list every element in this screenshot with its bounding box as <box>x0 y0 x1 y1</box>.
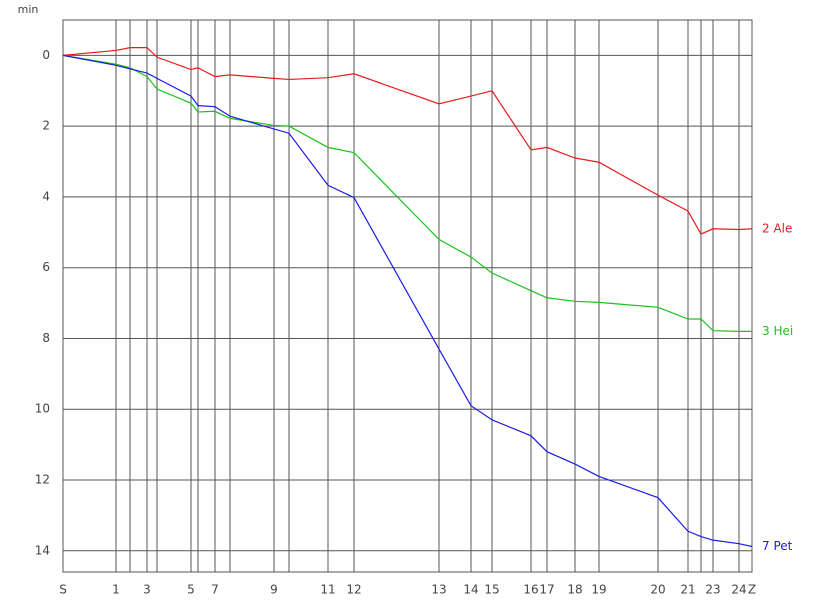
y-tick-label: 14 <box>35 543 50 557</box>
x-tick-label: 9 <box>270 583 278 597</box>
x-tick-label: 1 <box>112 583 120 597</box>
x-tick-label: Z <box>748 583 756 597</box>
x-tick-label: 18 <box>567 583 582 597</box>
x-tick-label: 12 <box>346 583 361 597</box>
x-tick-label: 16 <box>523 583 538 597</box>
y-tick-label: 8 <box>42 331 50 345</box>
y-tick-label: 12 <box>35 473 50 487</box>
x-tick-label: 13 <box>431 583 446 597</box>
series-label: 7 Pet <box>762 539 793 553</box>
x-tick-label: S <box>59 583 67 597</box>
x-tick-label: 14 <box>463 583 478 597</box>
x-tick-label: 11 <box>320 583 335 597</box>
x-tick-label: 17 <box>539 583 554 597</box>
x-tick-label: 7 <box>211 583 219 597</box>
y-tick-label: 10 <box>35 402 50 416</box>
x-tick-label: 3 <box>143 583 151 597</box>
x-tick-label: 21 <box>680 583 695 597</box>
x-tick-label: 20 <box>650 583 665 597</box>
series-label: 3 Hei <box>762 324 793 338</box>
plot-area <box>62 19 753 573</box>
series-label: 2 Ale <box>762 221 792 235</box>
y-tick-label: 4 <box>42 189 50 203</box>
x-tick-label: 5 <box>187 583 195 597</box>
series-line <box>62 54 753 548</box>
series-line <box>62 54 752 332</box>
x-tick-label: 15 <box>484 583 499 597</box>
y-tick-label: 2 <box>42 119 50 133</box>
y-tick-label: 0 <box>42 48 50 62</box>
series-line <box>62 46 753 235</box>
x-tick-label: 23 <box>705 583 720 597</box>
x-tick-label: 19 <box>591 583 606 597</box>
y-tick-label: 6 <box>42 260 50 274</box>
x-tick-label: 24 <box>731 583 746 597</box>
y-axis-label: min <box>18 3 39 16</box>
